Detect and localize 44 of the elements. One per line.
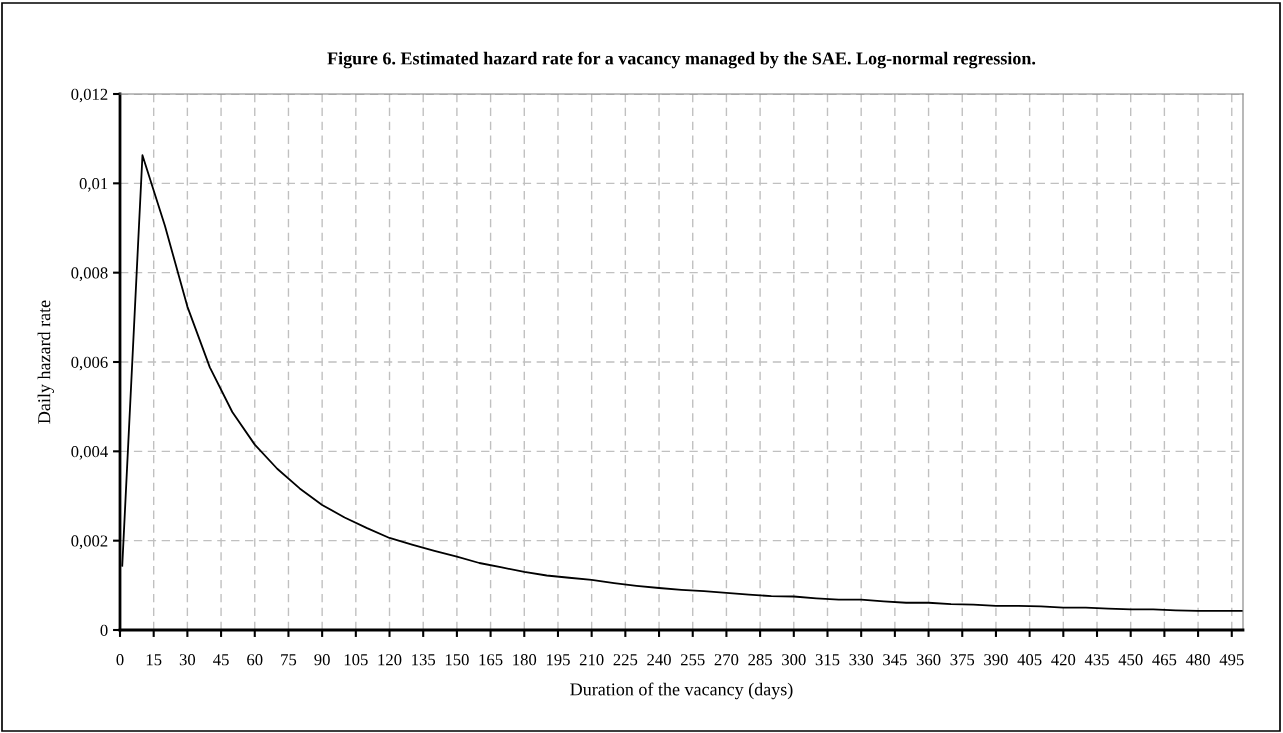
- x-tick-label: 225: [613, 654, 638, 666]
- x-axis-title: Duration of the vacancy (days): [570, 682, 793, 700]
- x-tick-label: 285: [748, 654, 772, 666]
- x-tick-label: 195: [546, 654, 570, 666]
- y-tick-label: 0: [100, 624, 108, 636]
- x-tick-label: 375: [950, 654, 975, 666]
- y-tick-label: 0,002: [71, 535, 108, 550]
- x-tick-label: 390: [984, 654, 1008, 666]
- x-tick-label: 180: [513, 654, 537, 666]
- x-tick-label: 300: [782, 654, 806, 666]
- x-tick-label: 330: [849, 654, 874, 666]
- x-tick-label: 105: [344, 654, 368, 666]
- x-tick-label: 150: [445, 654, 469, 666]
- x-tick-label: 435: [1084, 654, 1109, 666]
- x-tick-label: 45: [213, 654, 229, 666]
- x-tick-label: 90: [314, 654, 330, 666]
- x-tick-label: 450: [1118, 654, 1143, 666]
- y-tick-label: 0,012: [71, 88, 108, 103]
- x-tick-label: 270: [714, 654, 739, 666]
- y-tick-label: 0,008: [71, 267, 108, 282]
- x-tick-label: 30: [179, 654, 196, 666]
- x-tick-label: 405: [1017, 654, 1042, 666]
- x-tick-label: 480: [1185, 654, 1210, 666]
- x-tick-label: 210: [579, 654, 604, 666]
- x-tick-label: 465: [1152, 654, 1177, 666]
- y-tick-label: 0,004: [71, 446, 108, 460]
- x-tick-label: 360: [916, 654, 941, 666]
- x-tick-label: 165: [479, 654, 503, 666]
- x-tick-label: 240: [647, 654, 671, 666]
- x-tick-label: 345: [883, 654, 907, 666]
- x-tick-label: 495: [1219, 654, 1244, 666]
- x-tick-label: 75: [281, 654, 297, 666]
- chart-title: Figure 6. Estimated hazard rate for a vacancy managed by the SAE. Log-normal regression.: [327, 51, 1036, 69]
- y-tick-label: 0,006: [71, 356, 108, 371]
- x-tick-label: 0: [116, 654, 124, 666]
- x-tick-label: 420: [1051, 654, 1076, 666]
- y-tick-label: 0,01: [79, 178, 108, 192]
- y-axis-title: Daily hazard rate: [37, 300, 55, 424]
- x-tick-label: 120: [378, 654, 402, 666]
- x-tick-label: 135: [412, 654, 436, 666]
- x-tick-label: 15: [146, 654, 162, 666]
- x-tick-label: 315: [815, 654, 840, 666]
- x-tick-label: 60: [247, 654, 263, 666]
- x-tick-label: 255: [680, 654, 705, 666]
